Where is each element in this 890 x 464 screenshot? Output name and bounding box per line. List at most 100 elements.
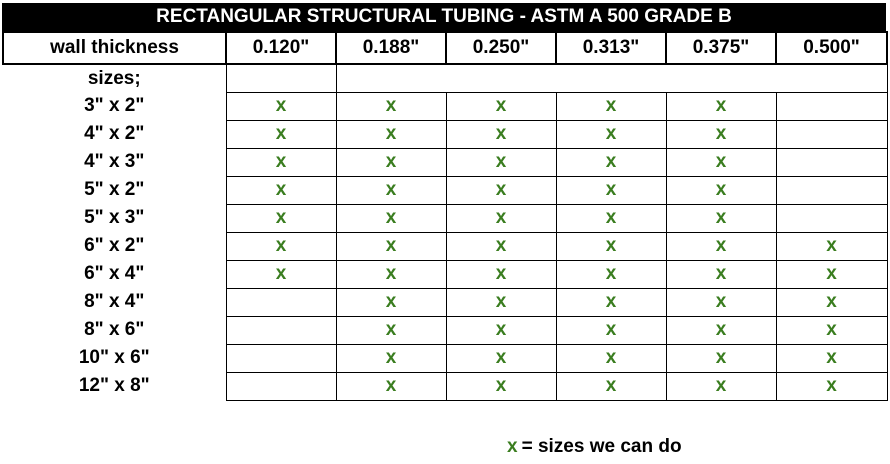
size-label: 4" x 2" xyxy=(84,123,145,144)
available-mark: x xyxy=(715,263,727,284)
thickness-header: 0.313" xyxy=(555,31,667,65)
tubing-availability-table: wall thickness 0.120" 0.188" 0.250" 0.31… xyxy=(2,31,888,401)
availability-cell: x xyxy=(555,343,667,373)
available-mark: x xyxy=(605,207,617,228)
availability-cell: x xyxy=(335,203,447,233)
availability-cell: x xyxy=(665,315,777,345)
table-row: 4" x 2" x x x x x xyxy=(3,119,888,149)
available-mark: x xyxy=(385,123,397,144)
availability-cell: x xyxy=(225,259,337,289)
size-label: 12" x 8" xyxy=(78,375,150,396)
empty-cell xyxy=(225,287,337,317)
size-label: 6" x 4" xyxy=(84,263,145,284)
available-mark: x xyxy=(605,319,617,340)
availability-cell: x xyxy=(775,371,888,401)
empty-cell xyxy=(775,203,888,233)
table-title: RECTANGULAR STRUCTURAL TUBING - ASTM A 5… xyxy=(2,3,886,31)
availability-cell: x xyxy=(555,231,667,261)
available-mark: x xyxy=(715,179,727,200)
available-mark: x xyxy=(826,263,837,284)
sizes-row: sizes; xyxy=(3,63,888,93)
available-mark: x xyxy=(605,291,617,312)
empty-cell xyxy=(225,343,337,373)
empty-cell xyxy=(335,63,888,93)
availability-cell: x xyxy=(445,203,557,233)
table-row: 4" x 3" x x x x x xyxy=(3,147,888,177)
available-mark: x xyxy=(715,375,727,396)
table-row: 8" x 4" x x x x x xyxy=(3,287,888,317)
available-mark: x xyxy=(826,291,837,312)
available-mark: x xyxy=(715,347,727,368)
available-mark: x xyxy=(275,151,287,172)
table-row: 12" x 8" x x x x x xyxy=(3,371,888,401)
legend-mark: x xyxy=(507,436,518,457)
available-mark: x xyxy=(275,95,287,116)
available-mark: x xyxy=(826,375,837,396)
size-label: 6" x 2" xyxy=(84,235,145,256)
available-mark: x xyxy=(715,319,727,340)
available-mark: x xyxy=(275,235,287,256)
available-mark: x xyxy=(495,151,507,172)
availability-cell: x xyxy=(445,371,557,401)
size-label: 5" x 3" xyxy=(84,207,145,228)
availability-cell: x xyxy=(665,259,777,289)
availability-cell: x xyxy=(225,231,337,261)
wall-thickness-label: wall thickness xyxy=(2,31,227,65)
available-mark: x xyxy=(495,123,507,144)
available-mark: x xyxy=(275,263,287,284)
available-mark: x xyxy=(385,207,397,228)
size-label: 4" x 3" xyxy=(84,151,145,172)
available-mark: x xyxy=(275,123,287,144)
availability-cell: x xyxy=(775,287,888,317)
available-mark: x xyxy=(605,347,617,368)
header-row: wall thickness 0.120" 0.188" 0.250" 0.31… xyxy=(2,31,888,65)
availability-cell: x xyxy=(335,175,447,205)
availability-cell: x xyxy=(445,287,557,317)
availability-cell: x xyxy=(665,371,777,401)
availability-cell: x xyxy=(665,91,777,121)
availability-cell: x xyxy=(335,231,447,261)
available-mark: x xyxy=(495,95,507,116)
availability-cell: x xyxy=(665,203,777,233)
available-mark: x xyxy=(385,179,397,200)
table-row: 3" x 2" x x x x x xyxy=(3,91,888,121)
available-mark: x xyxy=(385,95,397,116)
available-mark: x xyxy=(385,263,397,284)
sizes-label: sizes; xyxy=(87,67,141,89)
availability-cell: x xyxy=(335,371,447,401)
available-mark: x xyxy=(495,291,507,312)
availability-cell: x xyxy=(555,91,667,121)
table-row: 6" x 2" x x x x x x xyxy=(3,231,888,261)
available-mark: x xyxy=(826,347,837,368)
availability-cell: x xyxy=(445,119,557,149)
availability-cell: x xyxy=(555,259,667,289)
availability-cell: x xyxy=(665,343,777,373)
availability-cell: x xyxy=(665,119,777,149)
availability-cell: x xyxy=(555,175,667,205)
table-row: 5" x 2" x x x x x xyxy=(3,175,888,205)
empty-cell xyxy=(225,371,337,401)
empty-cell xyxy=(775,147,888,177)
availability-cell: x xyxy=(335,147,447,177)
availability-cell: x xyxy=(775,231,888,261)
availability-cell: x xyxy=(335,315,447,345)
availability-cell: x xyxy=(555,119,667,149)
available-mark: x xyxy=(385,151,397,172)
available-mark: x xyxy=(605,95,617,116)
legend: x = sizes we can do xyxy=(507,436,682,458)
empty-cell xyxy=(225,63,337,93)
available-mark: x xyxy=(495,347,507,368)
size-label: 5" x 2" xyxy=(84,179,145,200)
thickness-header: 0.120" xyxy=(225,31,337,65)
availability-cell: x xyxy=(445,231,557,261)
availability-cell: x xyxy=(665,147,777,177)
available-mark: x xyxy=(605,235,617,256)
available-mark: x xyxy=(605,263,617,284)
empty-cell xyxy=(225,315,337,345)
availability-cell: x xyxy=(225,203,337,233)
availability-cell: x xyxy=(665,231,777,261)
thickness-header: 0.375" xyxy=(665,31,777,65)
available-mark: x xyxy=(385,319,397,340)
availability-cell: x xyxy=(445,259,557,289)
availability-cell: x xyxy=(775,315,888,345)
